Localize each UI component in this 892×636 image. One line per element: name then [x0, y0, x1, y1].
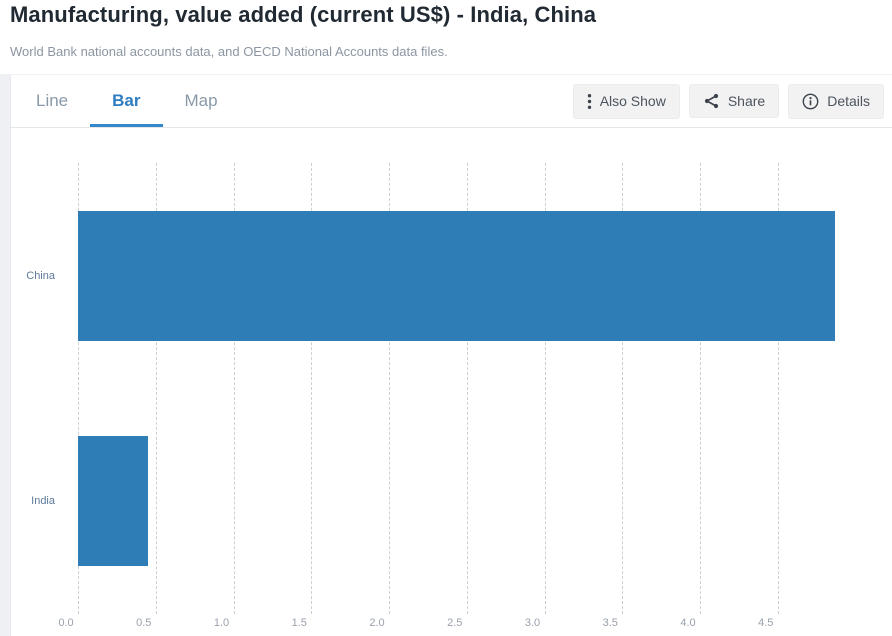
info-icon — [802, 93, 819, 110]
tab-map[interactable]: Map — [163, 75, 240, 127]
gridline — [777, 163, 779, 614]
gridline — [311, 163, 313, 614]
action-buttons: Also Show Share Details — [572, 75, 884, 127]
tabbar-spacer — [240, 75, 573, 127]
tab-line[interactable]: Line — [14, 75, 90, 127]
x-axis-tick-label: 4.0 — [680, 617, 696, 629]
page-header: Manufacturing, value added (current US$)… — [0, 0, 892, 74]
x-axis-tick-label: 3.0 — [524, 617, 541, 629]
action-button-label: Details — [827, 93, 870, 109]
chart-panel: Line Bar Map Also Show Share Details 0.0 0.5 1… — [10, 74, 892, 636]
also-show-button[interactable]: Also Show — [572, 83, 680, 119]
x-axis-tick-label: 4.5 — [758, 617, 774, 629]
x-axis-tick-label: 0.0 — [58, 617, 74, 629]
x-axis-tick-label: 1.0 — [213, 617, 230, 629]
gridline — [233, 163, 235, 614]
kebab-menu-icon — [587, 93, 592, 110]
tab-bar[interactable]: Bar — [90, 75, 163, 127]
page-title: Manufacturing, value added (current US$)… — [10, 2, 597, 27]
share-icon — [703, 93, 720, 109]
tab-bar: Line Bar Map Also Show Share Details — [11, 75, 892, 128]
x-axis-tick-label: 0.5 — [136, 617, 152, 629]
gridline — [622, 163, 624, 614]
tab-list: Line Bar Map — [14, 75, 240, 127]
x-axis-tick-label: 1.5 — [291, 617, 307, 629]
page-subtitle: World Bank national accounts data, and O… — [10, 44, 448, 59]
category-label-china: China — [26, 269, 55, 282]
share-button[interactable]: Share — [688, 84, 780, 118]
bar-china[interactable] — [78, 210, 836, 341]
gridline — [544, 163, 546, 614]
x-axis-tick-label: 2.0 — [369, 617, 385, 629]
bar-india[interactable] — [78, 436, 148, 567]
gridline — [466, 163, 468, 614]
details-button[interactable]: Details — [788, 83, 884, 119]
gridline — [78, 163, 79, 614]
action-button-label: Share — [727, 93, 766, 109]
gridline — [389, 163, 390, 614]
x-axis-tick-label: 2.5 — [447, 617, 463, 629]
action-button-label: Also Show — [599, 93, 666, 109]
gridline — [155, 163, 157, 614]
chart-area: 0.0 0.5 1.0 1.5 2.0 2.5 3.0 3.5 4.0 4.5 China India — [11, 128, 892, 636]
x-axis-tick-label: 3.5 — [602, 617, 618, 629]
category-label-india: India — [31, 495, 55, 508]
gridline — [700, 163, 701, 614]
